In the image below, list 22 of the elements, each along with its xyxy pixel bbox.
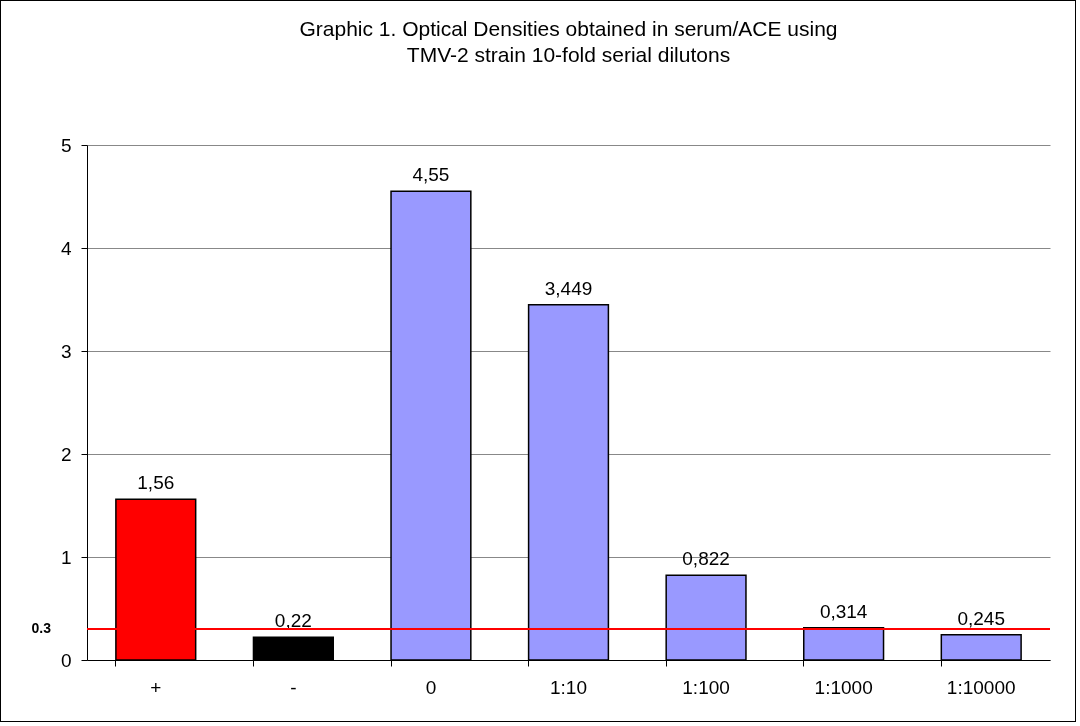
data-label: 3,449 (544, 277, 593, 299)
x-tick-label: - (290, 676, 297, 698)
y-tick-label: 5 (60, 134, 72, 156)
x-tick-label: + (150, 676, 162, 698)
x-tick-label: 1:1000 (814, 676, 873, 698)
data-label: 0,245 (957, 607, 1005, 629)
y-tick-label: 1 (60, 546, 72, 568)
ref-line-label: 0.3 (31, 620, 52, 637)
data-label: 0,22 (274, 610, 312, 632)
y-tick-label: 3 (60, 340, 72, 362)
data-label: 1,56 (137, 472, 175, 494)
data-label: 0,822 (682, 548, 730, 570)
x-tick-label: 1:10 (550, 676, 587, 698)
x-tick-label: 1:10000 (946, 676, 1016, 698)
x-tick-label: 1:100 (682, 676, 730, 698)
data-label: 4,55 (412, 164, 450, 186)
y-tick-label: 0 (60, 649, 72, 671)
y-tick-label: 2 (60, 443, 72, 465)
chart-title: Graphic 1. Optical Densities obtained in serum/ACE using TMV-2 strain 10-fold serial dilutons (299, 17, 838, 66)
y-tick-label: 4 (60, 237, 72, 259)
x-tick-label: 0 (425, 676, 437, 698)
data-label: 0,314 (819, 600, 868, 622)
